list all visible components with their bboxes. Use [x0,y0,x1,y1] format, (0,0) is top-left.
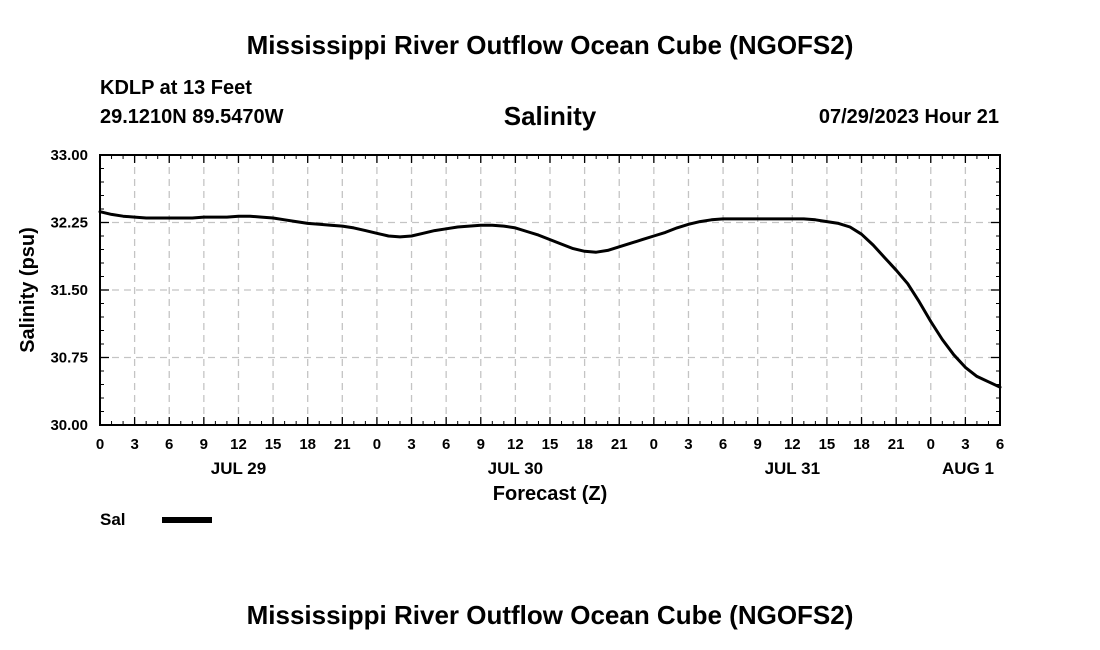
label-layer: 0 3 6 9 12 15 18 21 0 3 6 9 12 15 18 21 0 3 6 9 12 15 18 21 0 3 6 3… [50,147,1004,478]
x-tick-label: 6 [719,436,727,453]
plot-frame [99,154,1001,426]
date-label: JUL 31 [765,459,820,478]
y-tick-label: 32.25 [50,215,88,232]
x-tick-label: 0 [373,436,381,453]
legend-swatch [162,517,212,523]
x-tick-label: 3 [961,436,969,453]
salinity-series-line [98,210,1002,389]
x-tick-label: 18 [576,436,593,453]
plot-title: Salinity [503,101,597,131]
x-tick-label: 12 [784,436,801,453]
x-tick-label: 3 [407,436,415,453]
forecast-datetime: 07/29/2023 Hour 21 [818,106,999,128]
x-tick-label: 9 [754,436,762,453]
x-tick-label: 18 [299,436,316,453]
x-tick-label: 15 [265,436,282,453]
x-tick-label: 21 [334,436,351,453]
x-tick-label: 9 [477,436,485,453]
series-layer [98,210,1002,389]
x-tick-label: 12 [507,436,524,453]
x-tick-label: 0 [650,436,658,453]
date-label: JUL 30 [488,459,543,478]
chart-header-title: Mississippi River Outflow Ocean Cube (NG… [246,30,854,60]
x-tick-label: 15 [542,436,559,453]
x-tick-label: 0 [927,436,935,453]
y-tick-label: 31.50 [50,282,88,299]
x-tick-label: 15 [819,436,836,453]
x-tick-label: 0 [96,436,104,453]
date-label: JUL 29 [211,459,266,478]
x-tick-label: 12 [230,436,247,453]
y-axis-title: Salinity (psu) [17,227,39,353]
x-tick-label: 6 [442,436,450,453]
x-tick-label: 18 [853,436,870,453]
x-tick-label: 3 [130,436,138,453]
x-tick-label: 6 [996,436,1004,453]
x-axis-title: Forecast (Z) [493,483,607,505]
date-label: AUG 1 [942,459,994,478]
x-tick-label: 9 [200,436,208,453]
coordinates-label: 29.1210N 89.5470W [100,106,284,128]
grid-layer [100,155,1000,425]
chart-footer-title: Mississippi River Outflow Ocean Cube (NG… [246,600,854,630]
station-label: KDLP at 13 Feet [100,77,252,99]
x-tick-label: 21 [611,436,628,453]
y-tick-label: 30.00 [50,417,88,434]
x-tick-label: 21 [888,436,905,453]
legend-label: Sal [100,510,126,529]
y-tick-label: 33.00 [50,147,88,164]
x-tick-label: 6 [165,436,173,453]
x-tick-label: 3 [684,436,692,453]
y-tick-label: 30.75 [50,350,88,367]
